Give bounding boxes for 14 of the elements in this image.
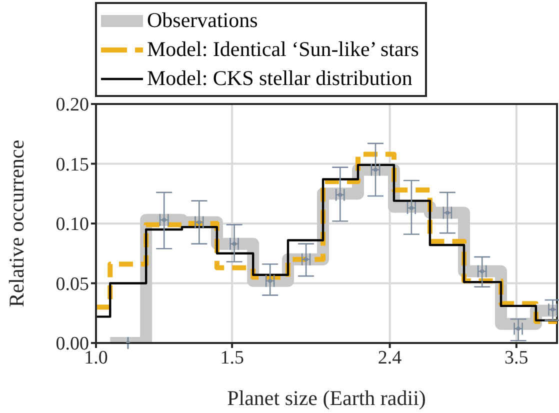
legend-label: Model: Identical ‘Sun-like’ stars — [147, 36, 419, 63]
y-tick-label: 0.05 — [56, 274, 89, 295]
y-tick-label: 0.20 — [56, 94, 89, 116]
point — [162, 218, 166, 222]
x-tick-label: 1.5 — [220, 347, 244, 368]
legend-label: Model: CKS stellar distribution — [147, 65, 412, 92]
x-tick-label: 3.5 — [504, 347, 528, 368]
legend-label: Observations — [147, 7, 258, 34]
x-tick-label: 2.4 — [378, 347, 402, 368]
y-tick-label: 0.10 — [56, 214, 89, 236]
x-axis-title: Planet size (Earth radii) — [227, 386, 426, 410]
point — [374, 168, 378, 172]
y-axis-title: Relative occurrence — [4, 140, 28, 308]
y-tick-label: 0.15 — [56, 154, 89, 176]
